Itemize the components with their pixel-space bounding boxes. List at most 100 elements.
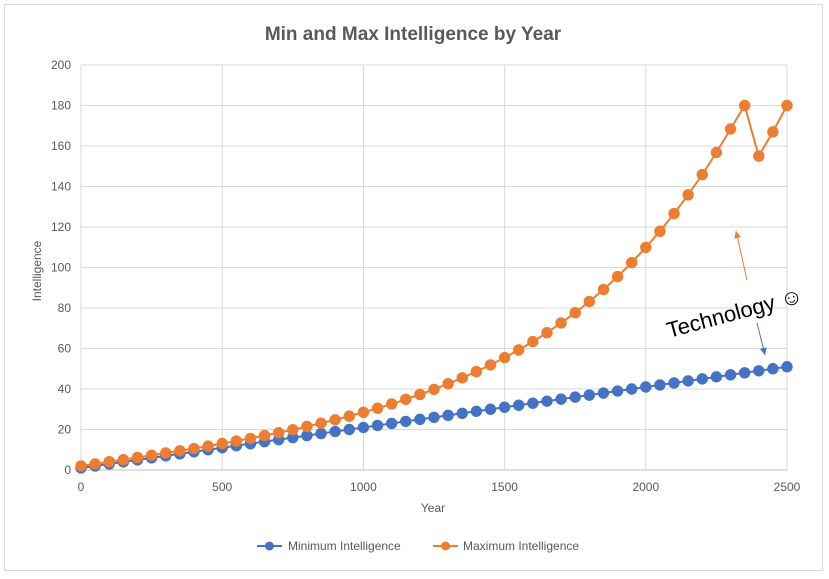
chart-title: Min and Max Intelligence by Year (265, 24, 562, 45)
data-point (583, 389, 596, 401)
data-point (357, 421, 370, 434)
data-point (724, 369, 737, 381)
x-tick-label: 1500 (491, 480, 518, 494)
data-point (287, 424, 299, 436)
data-point (371, 419, 384, 432)
data-point (456, 372, 468, 384)
data-point (385, 398, 398, 410)
data-point (329, 425, 341, 438)
data-point (272, 427, 285, 439)
data-point (555, 393, 567, 405)
data-point (484, 403, 497, 415)
x-axis-title: Year (421, 501, 445, 515)
data-point (640, 241, 652, 254)
data-point (160, 447, 172, 459)
y-tick-label: 20 (58, 423, 72, 437)
data-point (216, 437, 228, 450)
data-point (343, 410, 355, 422)
y-tick-label: 80 (58, 301, 72, 315)
data-point (89, 458, 101, 470)
legend-item: Minimum Intelligence (257, 539, 401, 553)
data-point (569, 306, 581, 319)
data-point (625, 256, 638, 269)
data-point (527, 397, 539, 409)
data-point (484, 359, 497, 371)
data-point (470, 405, 483, 417)
data-point (498, 401, 511, 413)
legend: Minimum Intelligence Maximum Intelligence (257, 539, 579, 553)
data-point (654, 225, 666, 237)
chart-area: Min and Max Intelligence by Year 0 20 40 60… (4, 4, 823, 571)
data-point (541, 327, 553, 339)
data-point (724, 123, 737, 135)
data-point (696, 168, 708, 181)
data-point (131, 451, 144, 464)
legend-marker (265, 541, 274, 551)
data-point (738, 367, 751, 379)
y-tick-label: 100 (51, 261, 71, 275)
plot-series (75, 99, 793, 474)
data-point (75, 460, 87, 472)
data-point (117, 453, 130, 466)
blue-arrow-head (759, 347, 767, 355)
data-point (738, 99, 751, 112)
data-point (301, 420, 313, 433)
data-point (513, 344, 525, 356)
data-point (597, 283, 610, 296)
y-tick-label: 180 (51, 99, 71, 113)
data-point (428, 383, 440, 396)
data-point (244, 432, 257, 445)
data-point (710, 146, 723, 159)
legend-label: Maximum Intelligence (463, 539, 579, 553)
y-tick-label: 0 (64, 463, 71, 477)
data-point (456, 407, 468, 419)
data-point (343, 423, 355, 436)
data-point (569, 391, 581, 403)
orange-arrow-head (734, 231, 741, 239)
legend-item: Maximum Intelligence (433, 539, 579, 553)
x-tick-label: 1000 (350, 480, 377, 494)
data-point (625, 383, 638, 395)
data-point (513, 399, 525, 411)
data-point (682, 375, 694, 387)
data-point (371, 402, 384, 414)
series-minimum (75, 361, 793, 474)
data-point (682, 189, 694, 201)
data-point (174, 445, 186, 457)
x-tick-label: 500 (212, 480, 232, 494)
x-tick-label: 2500 (774, 480, 801, 494)
data-point (611, 270, 624, 283)
y-tick-label: 160 (51, 139, 71, 153)
data-point (753, 365, 765, 377)
chart-svg: Min and Max Intelligence by Year 0 20 40 60… (30, 24, 806, 553)
data-point (400, 393, 412, 406)
data-point (583, 295, 596, 308)
annotation-group: Technology ☺ (664, 230, 806, 356)
technology-annotation: Technology ☺ (664, 282, 806, 342)
y-tick-label: 40 (58, 382, 72, 396)
data-point (611, 385, 624, 397)
y-tick-label: 60 (58, 342, 72, 356)
x-tick-label: 0 (78, 480, 85, 494)
y-tick-label: 140 (51, 180, 71, 194)
data-point (315, 427, 327, 440)
data-point (400, 415, 412, 428)
data-point (498, 351, 511, 364)
data-point (442, 409, 454, 422)
data-point (541, 395, 553, 407)
legend-marker (441, 541, 450, 551)
data-point (357, 406, 370, 418)
data-point (555, 317, 567, 329)
data-point (767, 363, 779, 375)
data-point (258, 429, 271, 442)
orange-arrow (735, 230, 748, 281)
data-point (385, 417, 398, 430)
data-point (767, 126, 779, 138)
data-point (414, 413, 426, 426)
data-point (230, 435, 243, 447)
data-point (428, 411, 440, 424)
legend-label: Minimum Intelligence (288, 539, 401, 553)
y-tick-label: 200 (51, 58, 71, 72)
data-point (640, 381, 652, 393)
